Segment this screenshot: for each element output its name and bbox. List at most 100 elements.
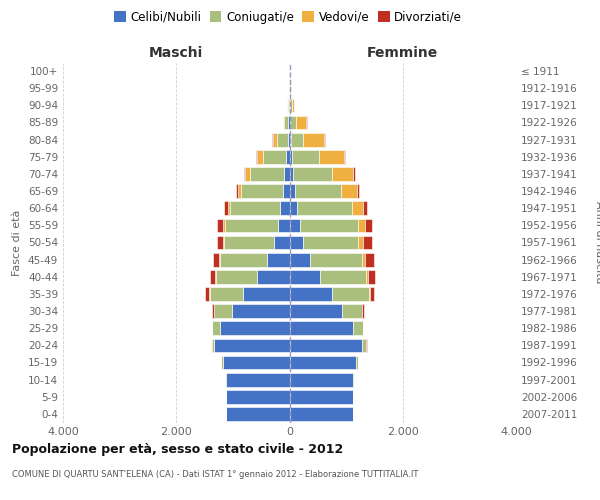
Legend: Celibi/Nubili, Coniugati/e, Vedovi/e, Divorziati/e: Celibi/Nubili, Coniugati/e, Vedovi/e, Di… [109, 6, 467, 28]
Bar [214, 338, 290, 352]
Bar [304, 133, 324, 146]
Bar [291, 133, 304, 146]
Bar [358, 236, 363, 250]
Bar [290, 236, 303, 250]
Bar [220, 322, 290, 335]
Bar [365, 253, 374, 266]
Bar [356, 356, 358, 370]
Bar [290, 253, 310, 266]
Bar [289, 116, 290, 130]
Bar [310, 253, 362, 266]
Bar [290, 133, 291, 146]
Bar [290, 356, 356, 370]
Bar [332, 287, 369, 301]
Bar [250, 167, 284, 181]
Bar [341, 184, 357, 198]
Bar [368, 270, 374, 283]
Bar [362, 253, 365, 266]
Bar [221, 356, 223, 370]
Bar [341, 304, 362, 318]
Bar [283, 184, 290, 198]
Y-axis label: Anni di nascita: Anni di nascita [594, 201, 600, 284]
Bar [257, 150, 263, 164]
Bar [300, 218, 358, 232]
Bar [362, 338, 366, 352]
Text: COMUNE DI QUARTU SANT'ELENA (CA) - Dati ISTAT 1° gennaio 2012 - Elaborazione TUT: COMUNE DI QUARTU SANT'ELENA (CA) - Dati … [12, 470, 418, 479]
Bar [205, 287, 209, 301]
Bar [290, 407, 353, 421]
Bar [230, 202, 280, 215]
Bar [290, 184, 295, 198]
Bar [283, 116, 284, 130]
Bar [366, 270, 368, 283]
Bar [220, 253, 267, 266]
Bar [292, 98, 294, 112]
Text: Maschi: Maschi [149, 46, 203, 60]
Bar [212, 338, 214, 352]
Bar [292, 150, 319, 164]
Bar [226, 373, 290, 386]
Bar [214, 304, 232, 318]
Bar [298, 202, 352, 215]
Bar [257, 270, 290, 283]
Bar [232, 304, 290, 318]
Bar [290, 218, 300, 232]
Bar [244, 167, 245, 181]
Bar [293, 167, 332, 181]
Bar [242, 287, 290, 301]
Y-axis label: Fasce di età: Fasce di età [13, 210, 22, 276]
Bar [223, 236, 224, 250]
Bar [210, 270, 215, 283]
Bar [290, 338, 362, 352]
Bar [357, 184, 359, 198]
Bar [278, 218, 290, 232]
Bar [241, 184, 283, 198]
Bar [353, 322, 362, 335]
Bar [225, 218, 278, 232]
Bar [290, 270, 320, 283]
Bar [303, 236, 358, 250]
Bar [224, 202, 228, 215]
Bar [219, 253, 220, 266]
Bar [290, 373, 353, 386]
Bar [223, 218, 225, 232]
Bar [217, 218, 223, 232]
Bar [286, 150, 290, 164]
Bar [209, 287, 242, 301]
Bar [363, 236, 372, 250]
Bar [245, 167, 250, 181]
Bar [365, 218, 372, 232]
Bar [319, 150, 344, 164]
Bar [228, 202, 230, 215]
Bar [290, 150, 292, 164]
Bar [362, 304, 364, 318]
Bar [212, 253, 219, 266]
Bar [352, 202, 363, 215]
Bar [290, 98, 292, 112]
Bar [290, 304, 341, 318]
Text: Femmine: Femmine [367, 46, 439, 60]
Bar [212, 322, 220, 335]
Bar [290, 390, 353, 404]
Bar [290, 287, 332, 301]
Bar [238, 184, 241, 198]
Bar [284, 167, 290, 181]
Bar [290, 116, 296, 130]
Bar [290, 202, 298, 215]
Bar [280, 202, 290, 215]
Bar [217, 236, 223, 250]
Bar [212, 304, 214, 318]
Bar [287, 98, 289, 112]
Bar [274, 236, 290, 250]
Text: Popolazione per età, sesso e stato civile - 2012: Popolazione per età, sesso e stato civil… [12, 442, 343, 456]
Bar [287, 133, 290, 146]
Bar [290, 167, 293, 181]
Bar [236, 184, 238, 198]
Bar [223, 356, 290, 370]
Bar [370, 287, 374, 301]
Bar [320, 270, 366, 283]
Bar [296, 116, 307, 130]
Bar [363, 202, 367, 215]
Bar [284, 116, 289, 130]
Bar [272, 133, 277, 146]
